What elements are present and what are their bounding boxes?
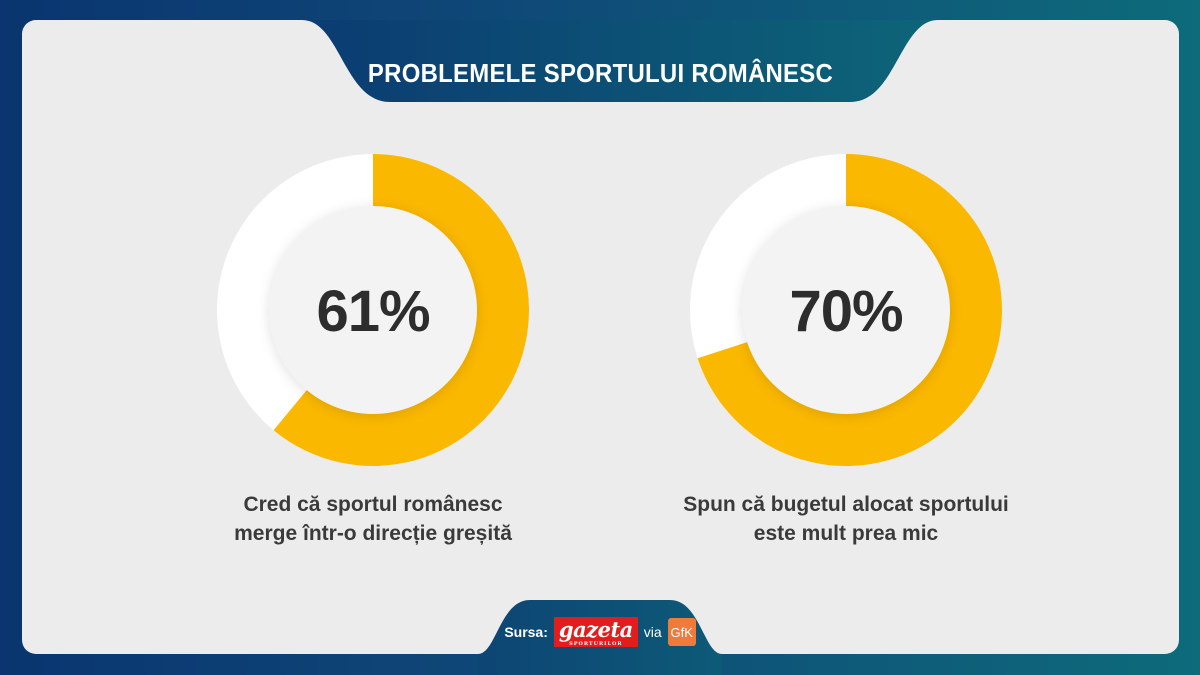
donut-chart-direction: 61% xyxy=(213,150,533,470)
percentage-label: 70% xyxy=(789,279,903,344)
page-title: PROBLEMELE SPORTULUI ROMÂNESC xyxy=(367,58,834,88)
source-label: Sursa: xyxy=(504,624,548,640)
title-banner xyxy=(302,20,938,102)
caption-budget: Spun că bugetul alocat sportului este mu… xyxy=(646,490,1046,548)
caption-line: este mult prea mic xyxy=(753,522,939,545)
donut-center xyxy=(742,206,950,414)
gfk-logo: GfK xyxy=(667,618,696,646)
donut-center xyxy=(269,206,477,414)
gazeta-logo: gazeta SPORTURILOR xyxy=(553,617,638,647)
donut-svg xyxy=(217,154,529,466)
source-footer: Sursa: gazeta SPORTURILOR via GfK xyxy=(478,578,722,675)
caption-line: Cred că sportul românesc xyxy=(243,493,503,516)
caption-direction: Cred că sportul românesc merge într-o di… xyxy=(173,490,573,548)
donut-svg xyxy=(690,154,1003,466)
percentage-label: 61% xyxy=(316,279,430,344)
donut-chart-budget: 70% xyxy=(686,150,1006,470)
source-row: Sursa: gazeta SPORTURILOR via GfK xyxy=(478,615,722,649)
via-label: via xyxy=(643,624,662,640)
caption-line: merge într-o direcție greșită xyxy=(234,522,512,545)
caption-line: Spun că bugetul alocat sportului xyxy=(683,493,1009,516)
infographic-card: PROBLEMELE SPORTULUI ROMÂNESC 61% Cred c… xyxy=(22,20,1179,654)
